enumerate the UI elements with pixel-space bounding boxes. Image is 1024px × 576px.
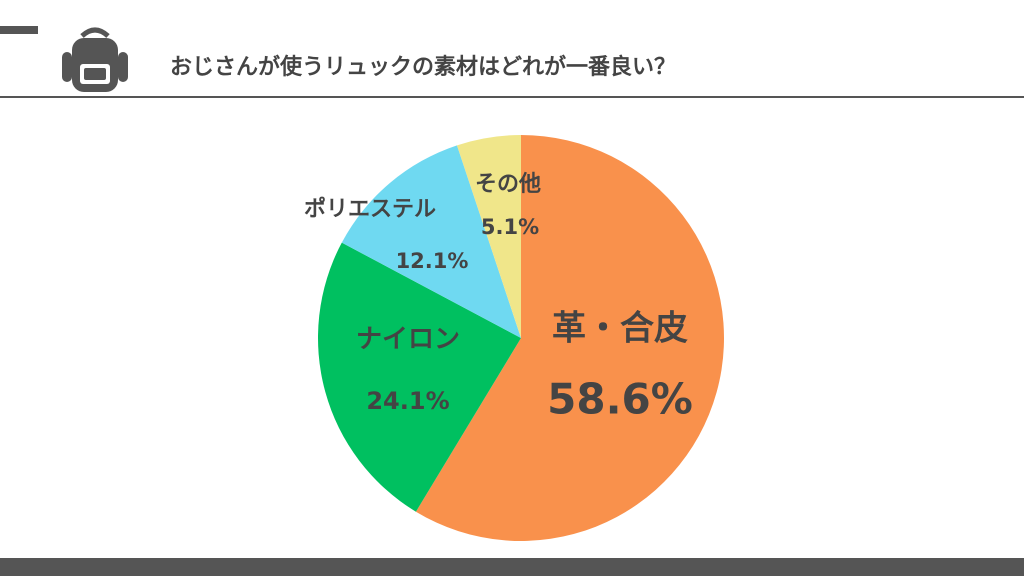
value-label: 12.1% <box>396 249 469 273</box>
value-label: 24.1% <box>366 387 449 415</box>
backpack-icon <box>62 27 128 92</box>
slice-label: その他 <box>475 172 541 197</box>
slice-label: ポリエステル <box>304 196 436 222</box>
chart-title: おじさんが使うリュックの素材はどれが一番良い？ <box>170 54 676 80</box>
footer-bar <box>0 558 1024 576</box>
value-label: 5.1% <box>481 215 539 239</box>
header-mark <box>0 26 38 34</box>
pie-slice <box>318 242 521 512</box>
labels: 革・合皮 58.6% ナイロン 24.1% ポリエステル 12.1% その他 5.1% <box>304 172 693 424</box>
slice-label: ナイロン <box>356 325 460 355</box>
pie-slice <box>341 145 521 338</box>
pie <box>318 135 724 541</box>
slice-label: 革・合皮 <box>552 309 688 349</box>
pie-slice <box>456 135 521 338</box>
value-label: 58.6% <box>547 375 693 424</box>
pie-slice <box>415 135 724 541</box>
